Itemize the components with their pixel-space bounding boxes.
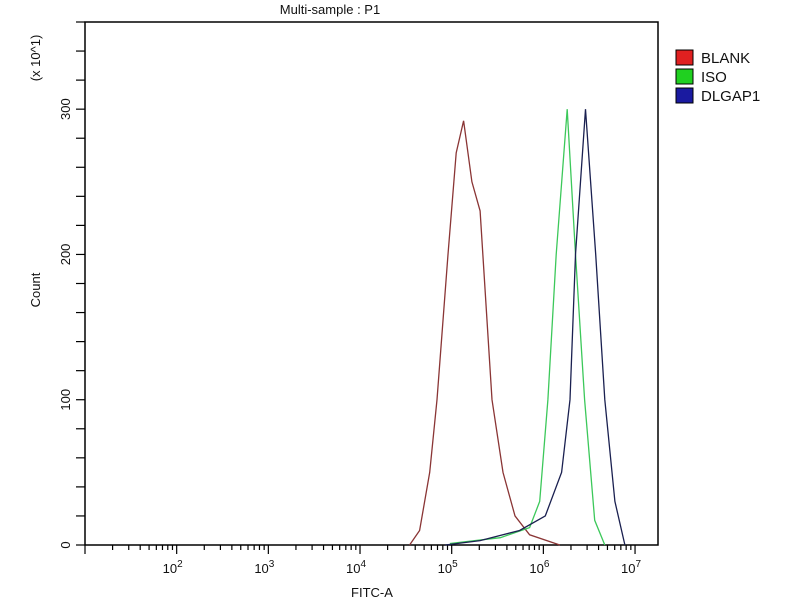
x-axis-label: FITC-A [351, 585, 393, 600]
y-tick-label: 300 [58, 98, 73, 120]
legend-label-iso: ISO [701, 69, 727, 86]
chart-title: Multi-sample : P1 [280, 2, 380, 17]
y-tick-label: 100 [58, 389, 73, 411]
series-blank-curve [409, 120, 561, 546]
x-tick-label: 102 [163, 559, 183, 576]
series-dlgap1-curve [445, 109, 626, 546]
x-tick-label: 105 [438, 559, 458, 576]
x-tick-label: 103 [254, 559, 274, 576]
legend-label-dlgap1: DLGAP1 [701, 88, 760, 105]
y-tick-label: 200 [58, 244, 73, 266]
x-tick-label: 106 [529, 559, 549, 576]
legend-label-blank: BLANK [701, 50, 750, 67]
y-multiplier-label: (x 10^1) [28, 35, 43, 82]
y-axis-label: Count [28, 272, 43, 307]
legend-swatch-dlgap1 [675, 87, 694, 104]
plot-frame [84, 21, 659, 546]
legend-swatch-iso [675, 68, 694, 85]
y-tick-label: 0 [58, 541, 73, 548]
x-tick-label: 104 [346, 559, 366, 576]
legend: BLANK ISO DLGAP1 [675, 49, 760, 105]
legend-swatch-blank [675, 49, 694, 66]
x-tick-label: 107 [621, 559, 641, 576]
